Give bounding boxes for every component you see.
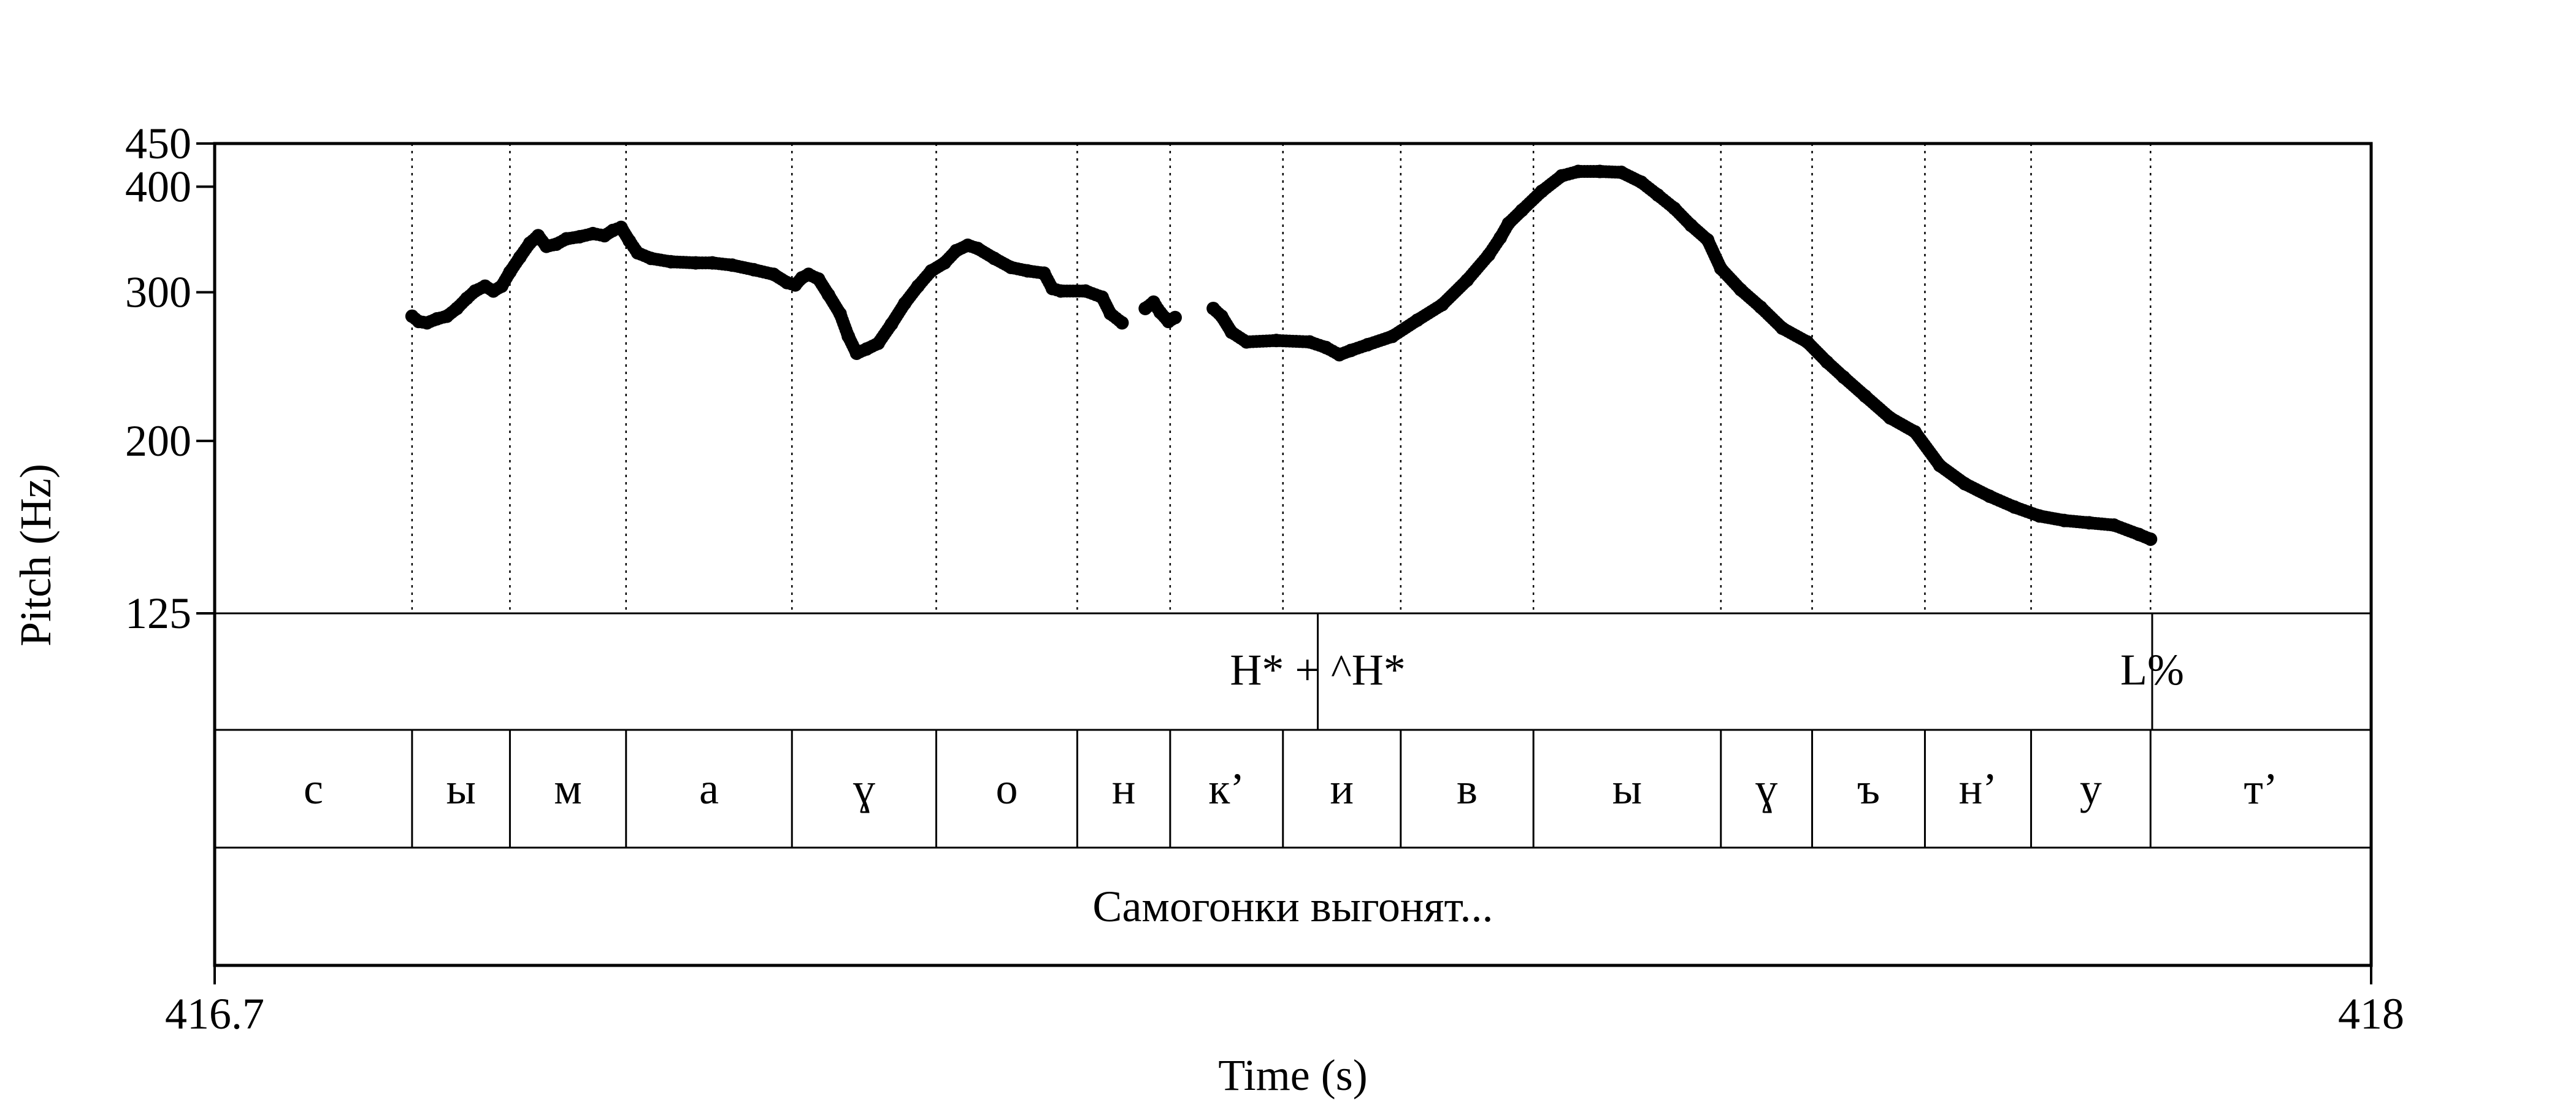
segment-label: т’	[2244, 764, 2277, 813]
x-axis-label: Time (s)	[1218, 1051, 1367, 1100]
segment-label: н’	[1959, 764, 1998, 813]
y-tick-label: 450	[125, 119, 191, 168]
segment-label: в	[1457, 764, 1478, 813]
tone-label: H* + ^H*	[1230, 645, 1405, 694]
segment-label: ы	[446, 764, 475, 813]
y-tick-label: 200	[125, 416, 191, 466]
plot-frame	[213, 142, 2373, 967]
pitch-contour	[405, 164, 2158, 546]
segment-label: ɣ	[853, 764, 875, 813]
segment-label: ъ	[1857, 764, 1880, 813]
pitch-point	[1168, 310, 1182, 324]
tone-label: L%	[2120, 645, 2184, 694]
segment-label: м	[554, 764, 582, 813]
y-tick-label: 125	[125, 589, 191, 638]
segment-label: о	[995, 764, 1018, 813]
segment-label: с	[304, 764, 323, 813]
x-tick-label-end: 418	[2338, 989, 2404, 1038]
word-label: Самогонки выгонят...	[1092, 882, 1493, 931]
x-tick-label-start: 416.7	[165, 989, 264, 1038]
segment-boundary-grid	[411, 144, 2152, 613]
pitch-point	[2144, 532, 2158, 546]
segment-label: у	[2080, 764, 2102, 813]
segment-label: ы	[1612, 764, 1642, 813]
annotation-tiers: с ы м а ɣ о н к’ и в ы ɣ ъ н’ у т’ H* + ^H* L% Самогонки в…	[304, 613, 2278, 931]
segment-label: ɣ	[1755, 764, 1777, 813]
y-tick-label: 400	[125, 162, 191, 211]
y-axis-label: Pitch (Hz)	[11, 464, 60, 646]
y-tick-label: 300	[125, 267, 191, 316]
segment-label: н	[1112, 764, 1136, 813]
chart-frame	[213, 142, 2373, 967]
segment-label: а	[699, 764, 719, 813]
segment-label: и	[1330, 764, 1354, 813]
pitch-point	[1115, 316, 1129, 330]
segment-label: к’	[1208, 764, 1244, 813]
